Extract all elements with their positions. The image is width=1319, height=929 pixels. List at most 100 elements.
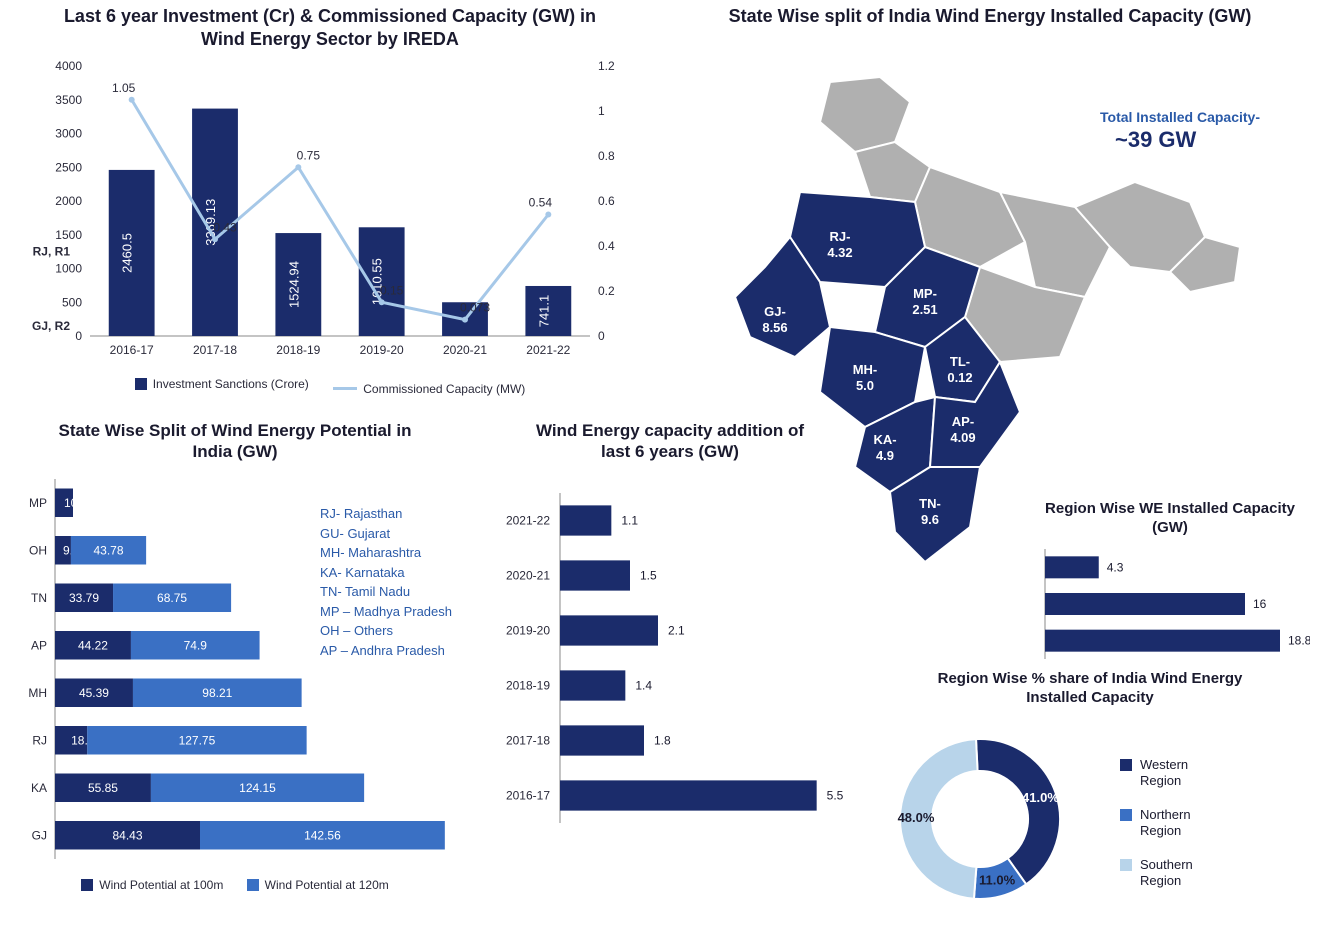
svg-text:AP: AP xyxy=(31,638,47,652)
investment-chart-title: Last 6 year Investment (Cr) & Commission… xyxy=(40,5,620,50)
svg-text:4000: 4000 xyxy=(55,59,82,73)
svg-text:741.1: 741.1 xyxy=(536,295,551,328)
svg-text:Region: Region xyxy=(1140,773,1181,788)
svg-text:1: 1 xyxy=(598,104,605,118)
svg-text:3500: 3500 xyxy=(55,93,82,107)
svg-text:RJ: RJ xyxy=(32,733,47,747)
svg-text:16: 16 xyxy=(1253,597,1267,611)
svg-text:1.8: 1.8 xyxy=(654,733,671,747)
india-map-svg: RJ-4.32GJ-8.56MP-2.51MH-5.0TL-0.12KA-4.9… xyxy=(670,32,1310,572)
svg-text:1000: 1000 xyxy=(55,262,82,276)
svg-text:142.56: 142.56 xyxy=(304,828,341,842)
svg-text:4.32: 4.32 xyxy=(827,245,852,260)
svg-text:44.22: 44.22 xyxy=(78,638,108,652)
svg-text:TN: TN xyxy=(31,590,47,604)
svg-text:~39 GW: ~39 GW xyxy=(1115,127,1197,152)
svg-text:2019-20: 2019-20 xyxy=(360,343,404,357)
svg-text:2000: 2000 xyxy=(55,194,82,208)
svg-text:2018-19: 2018-19 xyxy=(506,678,550,692)
svg-text:68.75: 68.75 xyxy=(157,590,187,604)
svg-text:4.3: 4.3 xyxy=(1107,560,1124,574)
svg-text:1610.55: 1610.55 xyxy=(370,258,385,305)
key-oh: OH – Others xyxy=(320,621,480,641)
svg-text:3000: 3000 xyxy=(55,127,82,141)
svg-text:KA-: KA- xyxy=(873,432,896,447)
svg-text:1500: 1500 xyxy=(55,228,82,242)
key-mh: MH- Maharashtra xyxy=(320,543,480,563)
svg-text:GJ-: GJ- xyxy=(764,304,786,319)
svg-text:TL-: TL- xyxy=(950,354,970,369)
legend-120m: Wind Potential at 120m xyxy=(247,878,389,892)
svg-text:2.1: 2.1 xyxy=(668,623,685,637)
svg-text:43.78: 43.78 xyxy=(94,543,124,557)
india-map-panel: State Wise split of India Wind Energy In… xyxy=(670,5,1310,577)
svg-text:2021-22: 2021-22 xyxy=(526,343,570,357)
svg-text:MP-: MP- xyxy=(913,286,937,301)
donut-title: Region Wise % share of India Wind Energy… xyxy=(910,670,1270,708)
investment-chart-svg: 05001000150020002500300035004000RJ, R1GJ… xyxy=(20,56,640,376)
svg-text:RJ, R1: RJ, R1 xyxy=(33,245,71,259)
svg-text:11.0%: 11.0% xyxy=(979,872,1016,887)
key-ap: AP – Andhra Pradesh xyxy=(320,641,480,661)
svg-text:98.21: 98.21 xyxy=(202,685,232,699)
svg-text:0: 0 xyxy=(598,329,605,343)
svg-text:127.75: 127.75 xyxy=(179,733,216,747)
svg-text:0.15: 0.15 xyxy=(380,283,404,297)
key-mp: MP – Madhya Pradesh xyxy=(320,602,480,622)
svg-text:Region: Region xyxy=(1140,823,1181,838)
key-ka: KA- Karnataka xyxy=(320,563,480,583)
svg-text:KA: KA xyxy=(31,780,47,794)
svg-text:OH: OH xyxy=(29,543,47,557)
investment-chart: Last 6 year Investment (Cr) & Commission… xyxy=(20,5,640,396)
svg-text:2017-18: 2017-18 xyxy=(193,343,237,357)
svg-text:GJ, R2: GJ, R2 xyxy=(32,319,70,333)
map-title: State Wise split of India Wind Energy In… xyxy=(700,5,1280,28)
svg-text:4.9: 4.9 xyxy=(876,448,894,463)
svg-text:2016-17: 2016-17 xyxy=(506,788,550,802)
svg-text:8.56: 8.56 xyxy=(762,320,787,335)
svg-text:GJ: GJ xyxy=(32,828,47,842)
svg-text:2.51: 2.51 xyxy=(912,302,937,317)
svg-text:0.073: 0.073 xyxy=(460,301,490,315)
svg-text:84.43: 84.43 xyxy=(112,828,142,842)
svg-text:9.6: 9.6 xyxy=(921,512,939,527)
svg-text:18.8: 18.8 xyxy=(1288,633,1310,647)
donut-svg: 41.0%11.0%48.0%WesternRegionNorthernRegi… xyxy=(870,714,1310,924)
svg-text:Western: Western xyxy=(1140,757,1188,772)
svg-text:0.75: 0.75 xyxy=(297,148,321,162)
svg-text:1524.94: 1524.94 xyxy=(286,261,301,308)
legend-100m: Wind Potential at 100m xyxy=(81,878,223,892)
svg-text:4.09: 4.09 xyxy=(950,430,975,445)
svg-text:74.9: 74.9 xyxy=(184,638,208,652)
state-key: RJ- Rajasthan GU- Gujarat MH- Maharashtr… xyxy=(320,504,480,660)
potential-chart-legend: Wind Potential at 100m Wind Potential at… xyxy=(10,878,460,894)
svg-text:2016-17: 2016-17 xyxy=(110,343,154,357)
svg-text:1.5: 1.5 xyxy=(640,568,657,582)
svg-text:Total Installed Capacity-: Total Installed Capacity- xyxy=(1100,109,1260,125)
svg-text:0.43: 0.43 xyxy=(213,220,237,234)
investment-chart-legend: Investment Sanctions (Crore) Commissione… xyxy=(20,377,640,396)
donut-chart: Region Wise % share of India Wind Energy… xyxy=(870,670,1310,929)
svg-text:1.05: 1.05 xyxy=(112,81,136,95)
svg-text:0.6: 0.6 xyxy=(598,194,615,208)
svg-text:MH-: MH- xyxy=(853,362,878,377)
svg-text:2021-22: 2021-22 xyxy=(506,513,550,527)
svg-text:1.2: 1.2 xyxy=(598,59,615,73)
svg-text:2460.5: 2460.5 xyxy=(120,233,135,273)
svg-text:RJ-: RJ- xyxy=(830,229,851,244)
svg-text:41.0%: 41.0% xyxy=(1022,790,1059,805)
svg-text:55.85: 55.85 xyxy=(88,780,118,794)
region-bar-svg: 4.3 16 18.8 xyxy=(1030,544,1310,664)
svg-text:2017-18: 2017-18 xyxy=(506,733,550,747)
svg-text:48.0%: 48.0% xyxy=(898,810,935,825)
svg-text:45.39: 45.39 xyxy=(79,685,109,699)
svg-text:0: 0 xyxy=(75,329,82,343)
svg-text:5.0: 5.0 xyxy=(856,378,874,393)
key-gu: GU- Gujarat xyxy=(320,524,480,544)
svg-text:0.4: 0.4 xyxy=(598,239,615,253)
key-tn: TN- Tamil Nadu xyxy=(320,582,480,602)
svg-text:MH: MH xyxy=(28,685,47,699)
svg-text:TN-: TN- xyxy=(919,496,941,511)
svg-text:2500: 2500 xyxy=(55,160,82,174)
legend-bars: Investment Sanctions (Crore) xyxy=(135,377,309,391)
